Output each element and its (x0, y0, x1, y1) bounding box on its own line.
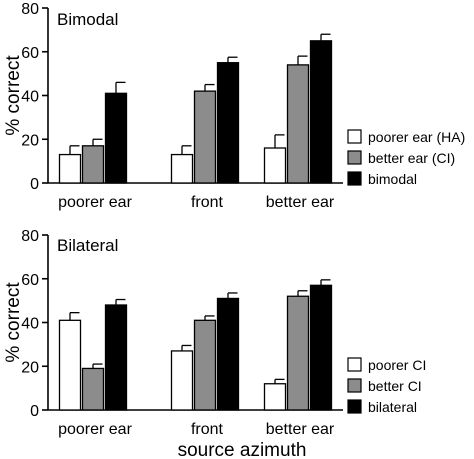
bimodal-panel: 0 20 40 60 80 % correct Bimodal poorer ear front… (3, 1, 465, 211)
bar (81, 145, 105, 184)
y-tick-label: 80 (21, 1, 39, 18)
bar (104, 92, 128, 184)
bar (58, 153, 82, 184)
bar (216, 297, 240, 411)
panel-title: Bimodal (57, 10, 118, 29)
legend-swatch (347, 171, 362, 186)
y-axis-label: % correct (3, 55, 24, 136)
category-label: better ear (266, 421, 335, 438)
legend-label: poorer ear (HA) (368, 129, 465, 145)
legend-label: poorer CI (368, 357, 426, 373)
y-tick-label: 40 (21, 89, 39, 106)
y-tick-label: 80 (21, 228, 39, 245)
legend-swatch (347, 357, 362, 372)
category-label: front (191, 194, 224, 211)
legend-swatch (347, 399, 362, 414)
x-axis-label: source azimuth (178, 440, 307, 459)
bar (263, 383, 287, 411)
bar (286, 295, 310, 411)
legend-label: bimodal (368, 171, 417, 187)
category-label: poorer ear (58, 421, 132, 438)
y-tick-label: 60 (21, 272, 39, 289)
y-tick-label: 0 (30, 403, 39, 420)
legend-label: better ear (CI) (368, 150, 455, 166)
bar (193, 90, 217, 184)
y-tick-label: 60 (21, 45, 39, 62)
y-tick-label: 0 (30, 176, 39, 193)
legend-label: better CI (368, 378, 422, 394)
bar (286, 64, 310, 184)
legend-swatch (347, 378, 362, 393)
bar (170, 153, 194, 184)
bar (309, 40, 333, 184)
category-label: poorer ear (58, 194, 132, 211)
category-label: better ear (266, 194, 335, 211)
bar (170, 350, 194, 411)
bar (104, 304, 128, 411)
bar (81, 367, 105, 411)
panel-title: Bilateral (57, 236, 118, 255)
legend-swatch (347, 150, 362, 165)
y-axis-label: % correct (3, 282, 24, 363)
bar (58, 319, 82, 411)
legend-swatch (347, 129, 362, 144)
y-tick-label: 20 (21, 359, 39, 376)
bilateral-panel: 0 20 40 60 80 % correct Bilateral poorer ear fro… (3, 228, 426, 438)
category-label: front (191, 421, 224, 438)
y-tick-label: 20 (21, 132, 39, 149)
bar (216, 62, 240, 184)
y-tick-label: 40 (21, 316, 39, 333)
bar (193, 319, 217, 411)
bar (309, 284, 333, 411)
legend-label: bilateral (368, 399, 417, 415)
bar (263, 147, 287, 184)
